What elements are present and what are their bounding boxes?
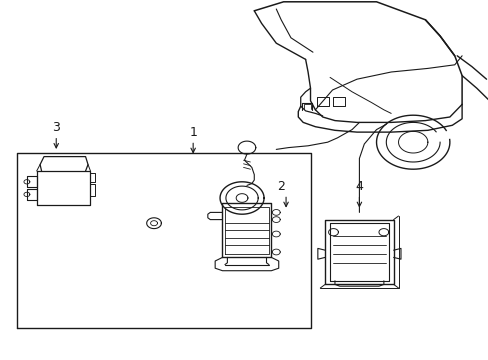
Text: 3: 3 [52,121,60,134]
Text: 4: 4 [355,180,363,193]
Text: 1: 1 [189,126,197,139]
Text: 2: 2 [277,180,285,193]
